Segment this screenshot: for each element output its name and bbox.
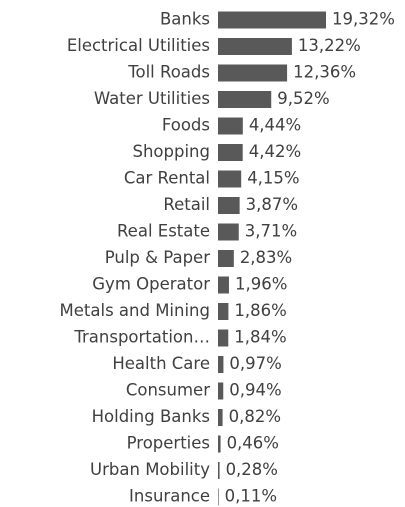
value-label: 4,42% bbox=[249, 142, 301, 161]
category-label: Electrical Utilities bbox=[67, 36, 210, 55]
category-label: Holding Banks bbox=[92, 407, 210, 426]
value-label: 2,83% bbox=[240, 248, 292, 267]
bar bbox=[218, 409, 223, 426]
bar bbox=[218, 329, 229, 347]
bar bbox=[218, 276, 229, 294]
category-label: Pulp & Paper bbox=[105, 248, 210, 267]
bar bbox=[218, 250, 234, 267]
bar bbox=[218, 91, 272, 108]
bar bbox=[218, 462, 220, 479]
category-label: Properties bbox=[127, 434, 210, 453]
category-label: Urban Mobility bbox=[90, 460, 210, 479]
bar bbox=[218, 170, 242, 188]
value-label: 1,86% bbox=[234, 301, 286, 320]
value-label: 1,96% bbox=[235, 275, 287, 294]
value-label: 13,22% bbox=[298, 36, 361, 55]
category-label: Foods bbox=[162, 116, 210, 135]
bar bbox=[218, 435, 221, 453]
category-label: Car Rental bbox=[124, 169, 210, 188]
category-label: Retail bbox=[163, 195, 210, 214]
category-label: Toll Roads bbox=[127, 63, 210, 82]
bar bbox=[218, 223, 239, 241]
value-label: 9,52% bbox=[277, 89, 329, 108]
value-label: 4,15% bbox=[247, 169, 299, 188]
category-label: Insurance bbox=[129, 487, 210, 506]
bar bbox=[218, 64, 288, 82]
bar bbox=[218, 38, 292, 55]
value-label: 0,82% bbox=[229, 407, 281, 426]
value-label: 0,46% bbox=[227, 434, 279, 453]
bar bbox=[218, 382, 224, 400]
value-label: 0,97% bbox=[229, 354, 281, 373]
bar bbox=[218, 303, 229, 320]
category-label: Transportation… bbox=[73, 328, 210, 347]
bar bbox=[218, 197, 240, 214]
category-label: Gym Operator bbox=[92, 275, 210, 294]
value-label: 3,71% bbox=[245, 222, 297, 241]
bar bbox=[218, 356, 224, 373]
value-label: 0,11% bbox=[225, 487, 277, 506]
bar bbox=[218, 144, 243, 161]
bar bbox=[218, 488, 219, 506]
category-label: Water Utilities bbox=[94, 89, 210, 108]
bar bbox=[218, 11, 326, 29]
value-label: 3,87% bbox=[246, 195, 298, 214]
category-label: Real Estate bbox=[117, 222, 210, 241]
category-label: Banks bbox=[160, 10, 210, 29]
value-label: 0,28% bbox=[226, 460, 278, 479]
value-label: 0,94% bbox=[229, 381, 281, 400]
category-label: Metals and Mining bbox=[60, 301, 210, 320]
category-label: Shopping bbox=[133, 142, 211, 161]
category-label: Consumer bbox=[126, 381, 210, 400]
value-label: 12,36% bbox=[293, 63, 356, 82]
value-label: 19,32% bbox=[332, 10, 395, 29]
category-label: Health Care bbox=[112, 354, 210, 373]
value-label: 4,44% bbox=[249, 116, 301, 135]
bar bbox=[218, 117, 243, 135]
value-label: 1,84% bbox=[234, 328, 286, 347]
